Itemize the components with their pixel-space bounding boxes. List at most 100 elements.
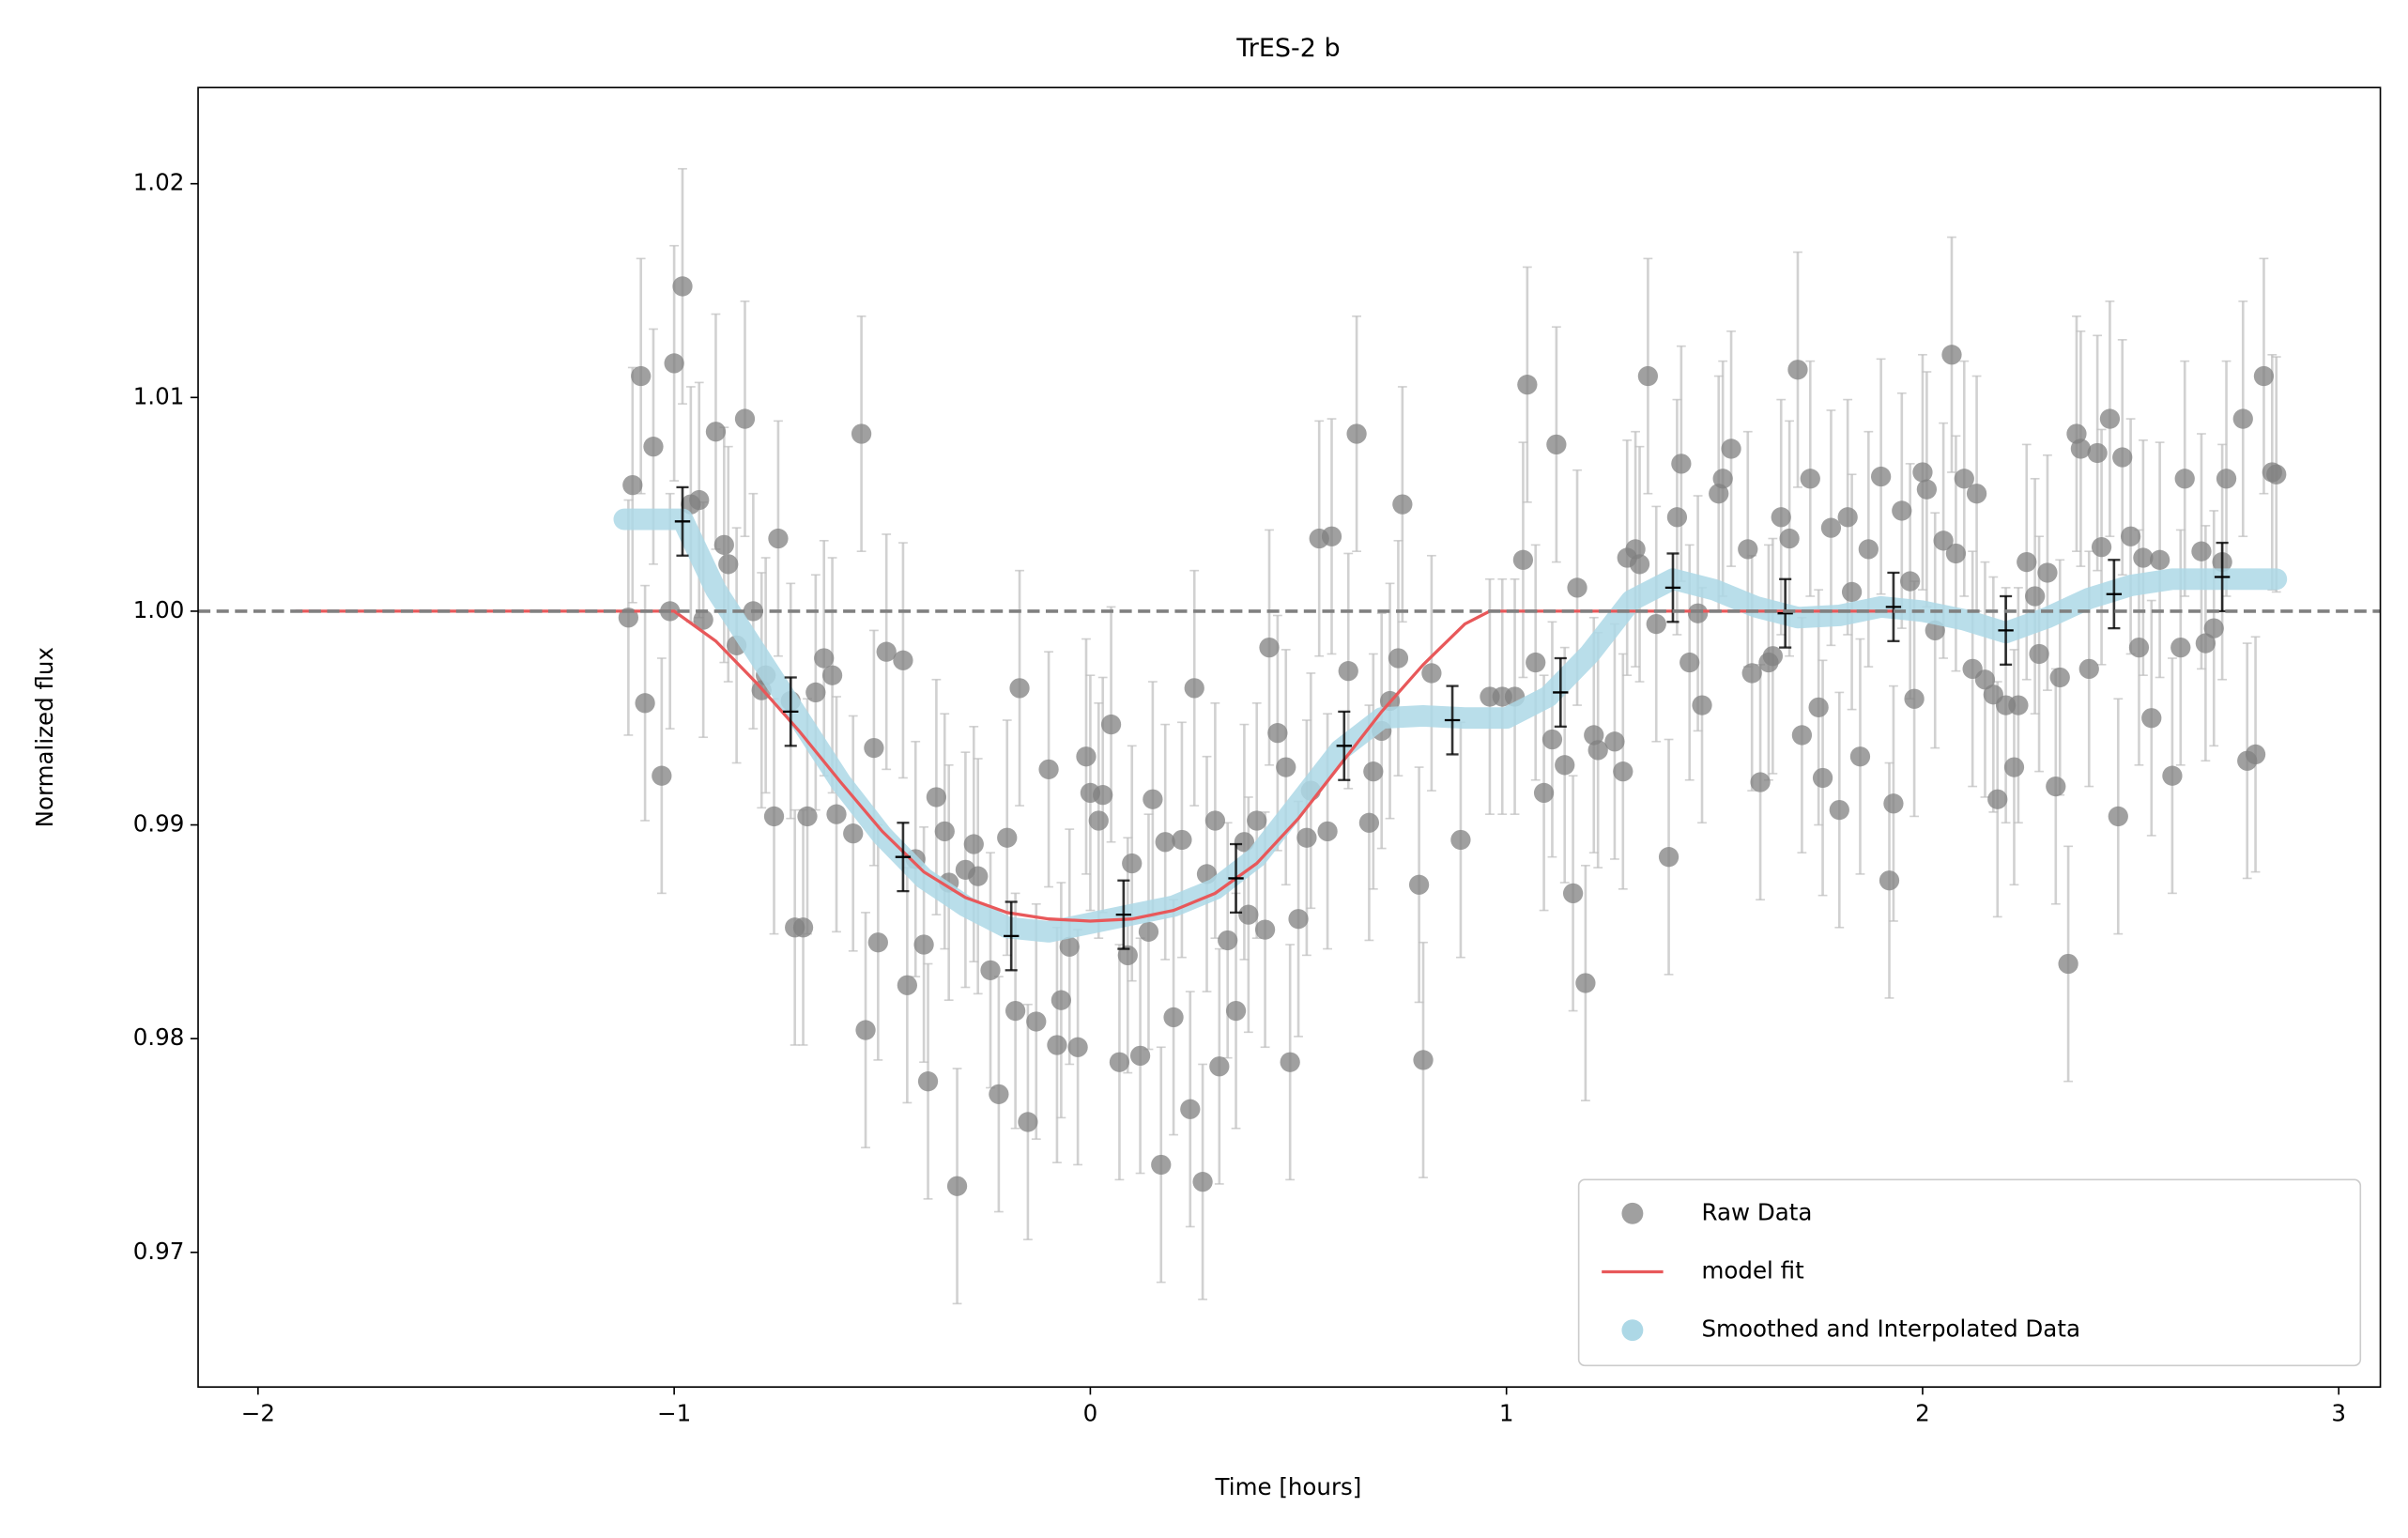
raw-point <box>1296 827 1317 848</box>
raw-point <box>1555 755 1575 776</box>
binned-point <box>1553 656 1569 728</box>
raw-point <box>1541 729 1563 750</box>
raw-point <box>1254 919 1276 940</box>
raw-point <box>1051 990 1072 1010</box>
raw-point <box>768 528 789 549</box>
raw-point <box>1109 1052 1130 1072</box>
legend-label: model fit <box>1702 1256 1805 1284</box>
raw-point <box>1526 652 1546 673</box>
raw-point <box>2037 562 2058 583</box>
raw-point <box>1966 484 1987 504</box>
raw-point <box>718 554 739 575</box>
raw-point <box>1363 761 1384 782</box>
raw-point <box>1413 1050 1434 1070</box>
raw-point <box>1625 539 1646 560</box>
x-axis-label: Time [hours] <box>1215 1473 1362 1500</box>
raw-point <box>2195 633 2216 654</box>
raw-point <box>1512 549 1534 570</box>
raw-point <box>1791 725 1813 746</box>
raw-point <box>1088 810 1109 831</box>
raw-point <box>2216 469 2237 489</box>
raw-point <box>864 737 884 759</box>
raw-point <box>2070 438 2092 459</box>
y-tick-label: 0.99 <box>133 810 185 838</box>
y-tick-label: 1.00 <box>133 596 185 623</box>
raw-point <box>693 609 713 630</box>
raw-point <box>1059 936 1080 957</box>
raw-point <box>713 534 734 555</box>
x-tick-label: −2 <box>241 1400 275 1427</box>
raw-point <box>635 693 655 714</box>
raw-point <box>1163 1007 1184 1028</box>
raw-point <box>1883 793 1904 814</box>
raw-point <box>1762 646 1784 667</box>
raw-point <box>1916 479 1938 500</box>
raw-point <box>893 650 913 670</box>
raw-point <box>1338 661 1358 682</box>
raw-point <box>2003 757 2025 777</box>
raw-point <box>1750 772 1771 792</box>
raw-point <box>851 423 872 444</box>
raw-point <box>1247 810 1267 831</box>
plot-area <box>198 167 2381 1305</box>
raw-point <box>1692 695 1712 715</box>
raw-point <box>897 975 917 995</box>
raw-point <box>1180 1099 1201 1119</box>
raw-point <box>1820 517 1842 538</box>
raw-point <box>2046 776 2066 797</box>
raw-point <box>2008 695 2029 715</box>
legend-swatch <box>1621 1319 1644 1342</box>
raw-point <box>946 1176 968 1196</box>
raw-point <box>1721 438 1741 459</box>
raw-point <box>1018 1112 1038 1132</box>
raw-point <box>1358 812 1380 833</box>
raw-point <box>705 422 727 442</box>
raw-point <box>1613 761 1633 782</box>
raw-point <box>1218 930 1238 951</box>
raw-point <box>855 1020 876 1040</box>
raw-point <box>1567 577 1587 598</box>
raw-point <box>867 932 888 953</box>
x-tick-label: 1 <box>1499 1400 1514 1427</box>
raw-point <box>2049 667 2070 688</box>
raw-point <box>1779 528 1800 549</box>
raw-point <box>2128 637 2150 658</box>
raw-point <box>1421 663 1442 684</box>
raw-point <box>1225 1000 1247 1022</box>
binned-point <box>1998 594 2014 666</box>
raw-point <box>1666 507 1688 528</box>
raw-point <box>1637 365 1659 387</box>
raw-point <box>1067 1037 1088 1057</box>
raw-point <box>2017 551 2037 573</box>
raw-point <box>1517 375 1538 395</box>
raw-point <box>1800 469 1820 489</box>
raw-point <box>1912 462 1933 483</box>
raw-point <box>989 1084 1009 1104</box>
binned-point <box>1885 571 1902 642</box>
raw-point <box>2174 469 2195 489</box>
binned-point <box>895 822 912 893</box>
raw-point <box>980 960 1001 980</box>
raw-point <box>1787 360 1808 380</box>
raw-point <box>1837 507 1858 528</box>
raw-point <box>1047 1035 1067 1055</box>
raw-point <box>763 806 785 827</box>
raw-point <box>1879 870 1900 891</box>
raw-point <box>821 665 843 685</box>
raw-point <box>2266 464 2287 484</box>
raw-point <box>1151 1154 1172 1176</box>
raw-point <box>1122 853 1143 874</box>
raw-point <box>2170 637 2191 658</box>
raw-point <box>2133 547 2154 568</box>
binned-point <box>783 676 799 747</box>
raw-point <box>2120 526 2141 546</box>
raw-point <box>1575 973 1596 993</box>
raw-point <box>1587 740 1608 761</box>
raw-point <box>1026 1011 1047 1032</box>
raw-point <box>797 806 818 827</box>
raw-point <box>1155 832 1175 853</box>
raw-point <box>2203 618 2224 638</box>
raw-point <box>814 648 835 669</box>
raw-point <box>1129 1045 1151 1067</box>
